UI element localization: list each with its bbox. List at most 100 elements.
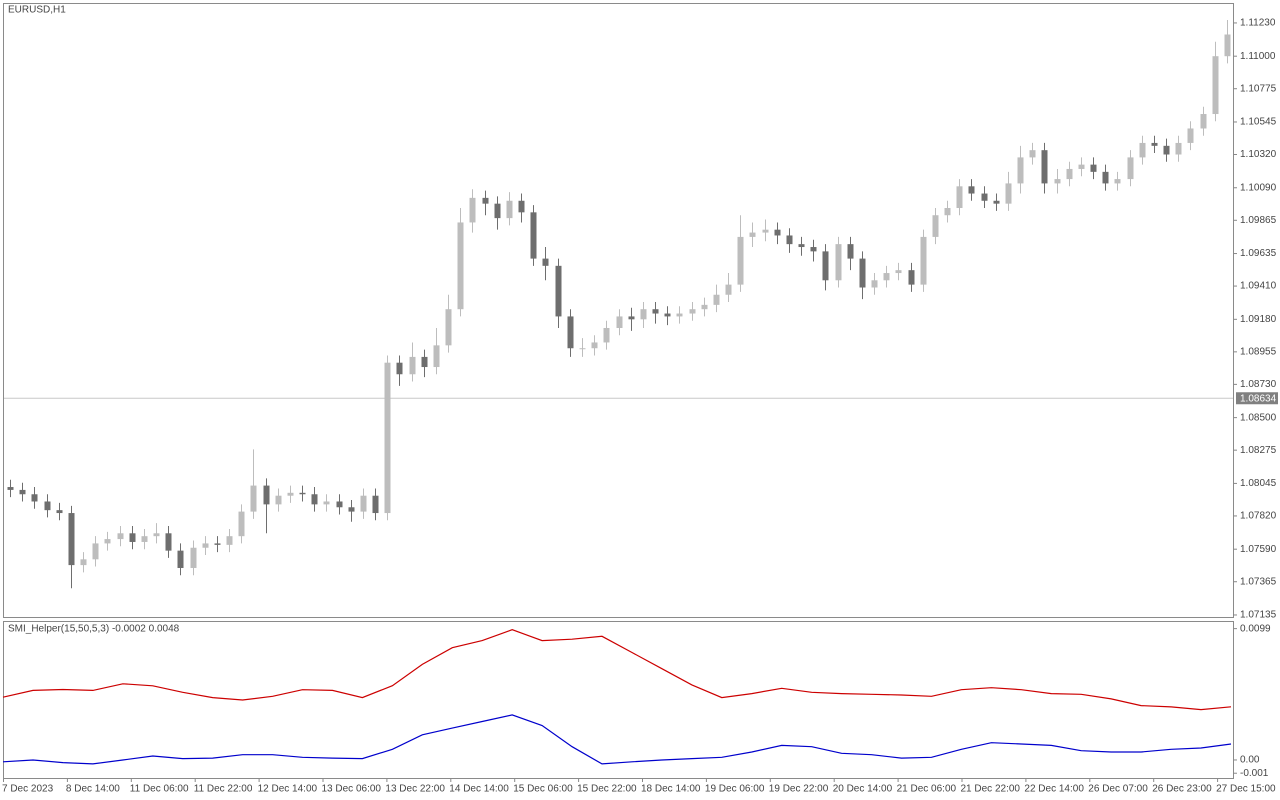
candle-body	[616, 316, 623, 328]
candle-body	[421, 356, 428, 368]
indicator-panel	[3, 621, 1234, 779]
candle-body	[567, 316, 574, 349]
candle-body	[518, 200, 525, 213]
candle-body	[1005, 183, 1012, 204]
indicator-line	[2, 629, 1232, 711]
candle-body	[7, 487, 14, 490]
candle-body	[847, 244, 854, 259]
y-tick-label: 1.11000	[1240, 51, 1276, 62]
candle-body	[68, 513, 75, 566]
candle-body	[31, 494, 38, 502]
candle-body	[165, 533, 172, 551]
candle-body	[372, 495, 379, 514]
candle-body	[104, 539, 111, 544]
candle-body	[311, 494, 318, 505]
y-tick-label: 1.09410	[1240, 281, 1277, 292]
y-tick-label: 0.00	[1240, 755, 1260, 766]
candle-body	[603, 327, 610, 343]
x-tick-label: 15 Dec 22:00	[577, 784, 637, 795]
candle-body	[664, 313, 671, 317]
candle-body	[1054, 179, 1061, 184]
candle-body	[409, 356, 416, 375]
candle-body	[591, 342, 598, 349]
y-tick-label: 1.10090	[1240, 182, 1277, 193]
candle-body	[190, 547, 197, 568]
x-tick-label: 26 Dec 23:00	[1152, 784, 1212, 795]
candle-body	[19, 489, 26, 495]
candle-body	[701, 304, 708, 310]
candle-body	[555, 265, 562, 317]
candle-body	[56, 510, 63, 514]
candle-body	[1017, 157, 1024, 184]
candle-body	[737, 236, 744, 285]
candle-body	[275, 495, 282, 505]
candle-body	[1187, 128, 1194, 143]
x-tick-label: 18 Dec 14:00	[641, 784, 701, 795]
candle-body	[762, 229, 769, 233]
candle-body	[299, 492, 306, 495]
candle-body	[287, 492, 294, 496]
y-tick-label: -0.001	[1240, 768, 1269, 779]
candle-body	[506, 200, 513, 219]
candle-body	[871, 280, 878, 288]
x-tick-label: 15 Dec 06:00	[513, 784, 573, 795]
candle-body	[1090, 164, 1097, 172]
candle-body	[250, 485, 257, 512]
candle-body	[810, 247, 817, 252]
x-tick-label: 13 Dec 06:00	[322, 784, 382, 795]
current-price-label: 1.08634	[1240, 393, 1277, 404]
indicator-title: SMI_Helper(15,50,5,3) -0.0002 0.0048	[8, 624, 180, 635]
candle-body	[676, 313, 683, 317]
candle-body	[1078, 164, 1085, 169]
candle-body	[920, 236, 927, 285]
candle-body	[482, 197, 489, 204]
candle-body	[1139, 142, 1146, 158]
y-tick-label: 1.08275	[1240, 445, 1277, 456]
candle-body	[908, 270, 915, 285]
chart-title: EURUSD,H1	[8, 5, 66, 16]
candle-body	[956, 186, 963, 208]
x-tick-label: 19 Dec 22:00	[769, 784, 829, 795]
x-tick-label: 20 Dec 14:00	[833, 784, 893, 795]
candle-body	[981, 193, 988, 201]
indicator-line	[2, 714, 1232, 765]
y-tick-label: 1.10775	[1240, 83, 1277, 94]
candle-body	[628, 316, 635, 320]
candle-body	[1163, 145, 1170, 155]
y-tick-label: 0.0099	[1240, 623, 1271, 634]
x-tick-label: 27 Dec 15:00	[1216, 784, 1276, 795]
candle-body	[1151, 142, 1158, 146]
candle-body	[177, 550, 184, 568]
candle-body	[1114, 179, 1121, 184]
x-tick-label: 11 Dec 06:00	[130, 784, 189, 795]
candle-body	[530, 212, 537, 259]
candle-body	[725, 284, 732, 295]
candle-body	[932, 215, 939, 237]
y-tick-label: 1.08500	[1240, 412, 1277, 423]
candle-body	[798, 244, 805, 248]
candle-body	[1066, 168, 1073, 180]
x-tick-label: 12 Dec 14:00	[258, 784, 318, 795]
candle-body	[348, 507, 355, 512]
y-tick-label: 1.09865	[1240, 215, 1277, 226]
candle-body	[129, 533, 136, 542]
x-tick-label: 7 Dec 2023	[2, 784, 54, 795]
candle-body	[494, 203, 501, 219]
candle-body	[117, 533, 124, 540]
y-tick-label: 1.07820	[1240, 511, 1277, 522]
candle-body	[92, 543, 99, 560]
candle-body	[835, 244, 842, 281]
y-tick-label: 1.07135	[1240, 610, 1277, 621]
candle-body	[323, 501, 330, 505]
candle-body	[640, 309, 647, 320]
candle-body	[445, 309, 452, 346]
candle-body	[542, 258, 549, 266]
candle-body	[469, 197, 476, 223]
candle-body	[713, 294, 720, 305]
candle-body	[44, 501, 51, 511]
candle-body	[226, 536, 233, 545]
x-tick-label: 14 Dec 14:00	[449, 784, 509, 795]
x-tick-label: 8 Dec 14:00	[66, 784, 120, 795]
candle-body	[822, 251, 829, 281]
candle-body	[895, 270, 902, 274]
